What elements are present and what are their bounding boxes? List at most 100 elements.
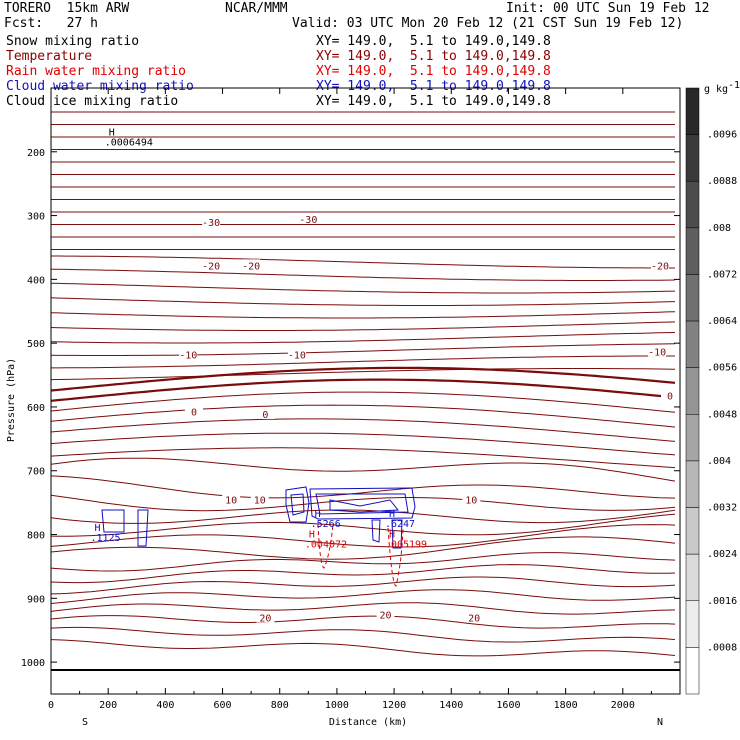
field-temp-name: Temperature <box>6 49 93 64</box>
field-rain-xy: XY= 149.0, 5.1 to 149.0,149.8 <box>316 64 551 79</box>
field-snow-xy: XY= 149.0, 5.1 to 149.0,149.8 <box>316 34 551 49</box>
colorbar-label: .0032 <box>707 503 737 514</box>
isotherm <box>50 509 676 524</box>
isotherm-label: 0 <box>262 410 268 421</box>
isotherm <box>50 564 676 584</box>
isotherm <box>50 321 676 331</box>
isotherm-label: 20 <box>379 610 391 621</box>
colorbar-swatch <box>685 647 700 695</box>
isotherm-label-bg <box>650 259 669 271</box>
x-tick-label: 1000 <box>325 700 349 711</box>
isotherm <box>50 589 676 604</box>
isotherm-label: -30 <box>299 215 317 226</box>
x-tick-label: 0 <box>48 700 54 711</box>
x-tick-label: 600 <box>214 700 232 711</box>
isotherm-label: -10 <box>648 347 666 358</box>
isotherm <box>50 332 676 344</box>
cloudwater-contour <box>391 519 403 549</box>
y-tick-label: 600 <box>27 403 45 414</box>
colorbar-swatch <box>685 227 700 275</box>
x-tick-label: 1200 <box>382 700 406 711</box>
isotherm <box>50 297 676 306</box>
colorbar-label: .008 <box>707 223 731 234</box>
colorbar-swatch <box>685 367 700 415</box>
isotherm-label-bg <box>202 259 221 271</box>
isotherm <box>50 368 676 381</box>
field-cloudice-xy: XY= 149.0, 5.1 to 149.0,149.8 <box>316 94 551 109</box>
isotherm <box>50 457 676 482</box>
x-tick-label: 1400 <box>439 700 463 711</box>
maximum-value: .005199 <box>385 539 427 550</box>
cloudwater-contour <box>371 519 381 543</box>
isotherm-label: 20 <box>468 613 480 624</box>
field-rain-name: Rain water mixing ratio <box>6 64 187 79</box>
y-tick-label: 300 <box>27 212 45 223</box>
maximum-marker: H <box>389 509 395 520</box>
maximum-marker: H <box>309 529 315 540</box>
center-title: NCAR/MMM <box>225 1 288 16</box>
isotherm <box>50 475 676 499</box>
cloudwater-contour <box>285 486 310 523</box>
isotherm <box>50 602 676 615</box>
isotherm-label-bg <box>660 389 679 401</box>
isotherm <box>50 404 676 428</box>
colorbar-label: .0088 <box>707 176 737 187</box>
model-title: TORERO 15km ARW <box>4 1 130 16</box>
isotherm <box>50 576 676 595</box>
cloudwater-contour <box>290 493 305 516</box>
isotherm <box>50 268 676 281</box>
colorbar-swatch <box>685 180 700 229</box>
isotherm <box>50 524 676 548</box>
isotherm-label: -20 <box>202 261 220 272</box>
isotherm-label-bg <box>287 348 306 360</box>
temperature-contours <box>50 111 676 657</box>
isotherm <box>51 255 675 269</box>
maximum-value: .6247 <box>385 519 415 530</box>
isotherm-label: 0 <box>667 391 673 402</box>
rainwater-contour <box>317 523 334 569</box>
y-tick-label: 1000 <box>21 658 45 669</box>
colorbar-swatch <box>685 87 700 135</box>
cloudwater-contour <box>315 493 409 515</box>
colorbar-label: .0048 <box>707 409 737 420</box>
isotherm <box>50 615 676 629</box>
colorbar-swatch <box>685 320 700 368</box>
x-tick-label: 200 <box>99 700 117 711</box>
colorbar-label: .0096 <box>707 130 737 141</box>
isotherm-label-bg <box>465 611 484 623</box>
maximum-marker: H <box>94 523 100 534</box>
colorbar-swatch <box>685 460 700 508</box>
y-tick-label: 200 <box>27 148 45 159</box>
y-tick-label: 800 <box>27 531 45 542</box>
x-tick-label: 400 <box>156 700 174 711</box>
y-tick-label: 500 <box>27 339 45 350</box>
isotherm-label: 0 <box>191 407 197 418</box>
isotherm-label: -30 <box>202 218 220 229</box>
colorbar-unit: g kg <box>704 84 728 95</box>
isotherm-label: -20 <box>242 261 260 272</box>
colorbar-swatch <box>685 414 700 462</box>
maximum-marker: H <box>389 529 395 540</box>
isotherm-label-bg <box>179 348 198 360</box>
y-axis-label: Pressure (hPa) <box>6 358 17 442</box>
isotherm-label: -20 <box>651 261 669 272</box>
x-tick-label: 2000 <box>611 700 635 711</box>
isotherm <box>50 513 676 537</box>
cloudwater-contour <box>329 499 399 513</box>
isotherm-label-bg <box>184 405 203 417</box>
field-cloudwater-xy: XY= 149.0, 5.1 to 149.0,149.8 <box>316 79 551 94</box>
isotherm <box>50 418 676 442</box>
maximum-marker: H <box>109 127 115 138</box>
isotherm <box>50 311 676 319</box>
isotherm <box>50 552 676 572</box>
maximum-value: .5266 <box>311 519 341 530</box>
field-cloudice-name: Cloud ice mixing ratio <box>6 94 179 109</box>
colorbar-label: .0056 <box>707 363 737 374</box>
maximum-marker: H <box>315 509 321 520</box>
south-end-label: S <box>82 717 88 728</box>
colorbar-label: .004 <box>707 456 731 467</box>
forecast-hour: Fcst: 27 h <box>4 16 98 31</box>
isotherm-label: -10 <box>288 351 306 362</box>
isotherm <box>50 282 676 294</box>
isotherm-label-bg <box>242 259 261 271</box>
